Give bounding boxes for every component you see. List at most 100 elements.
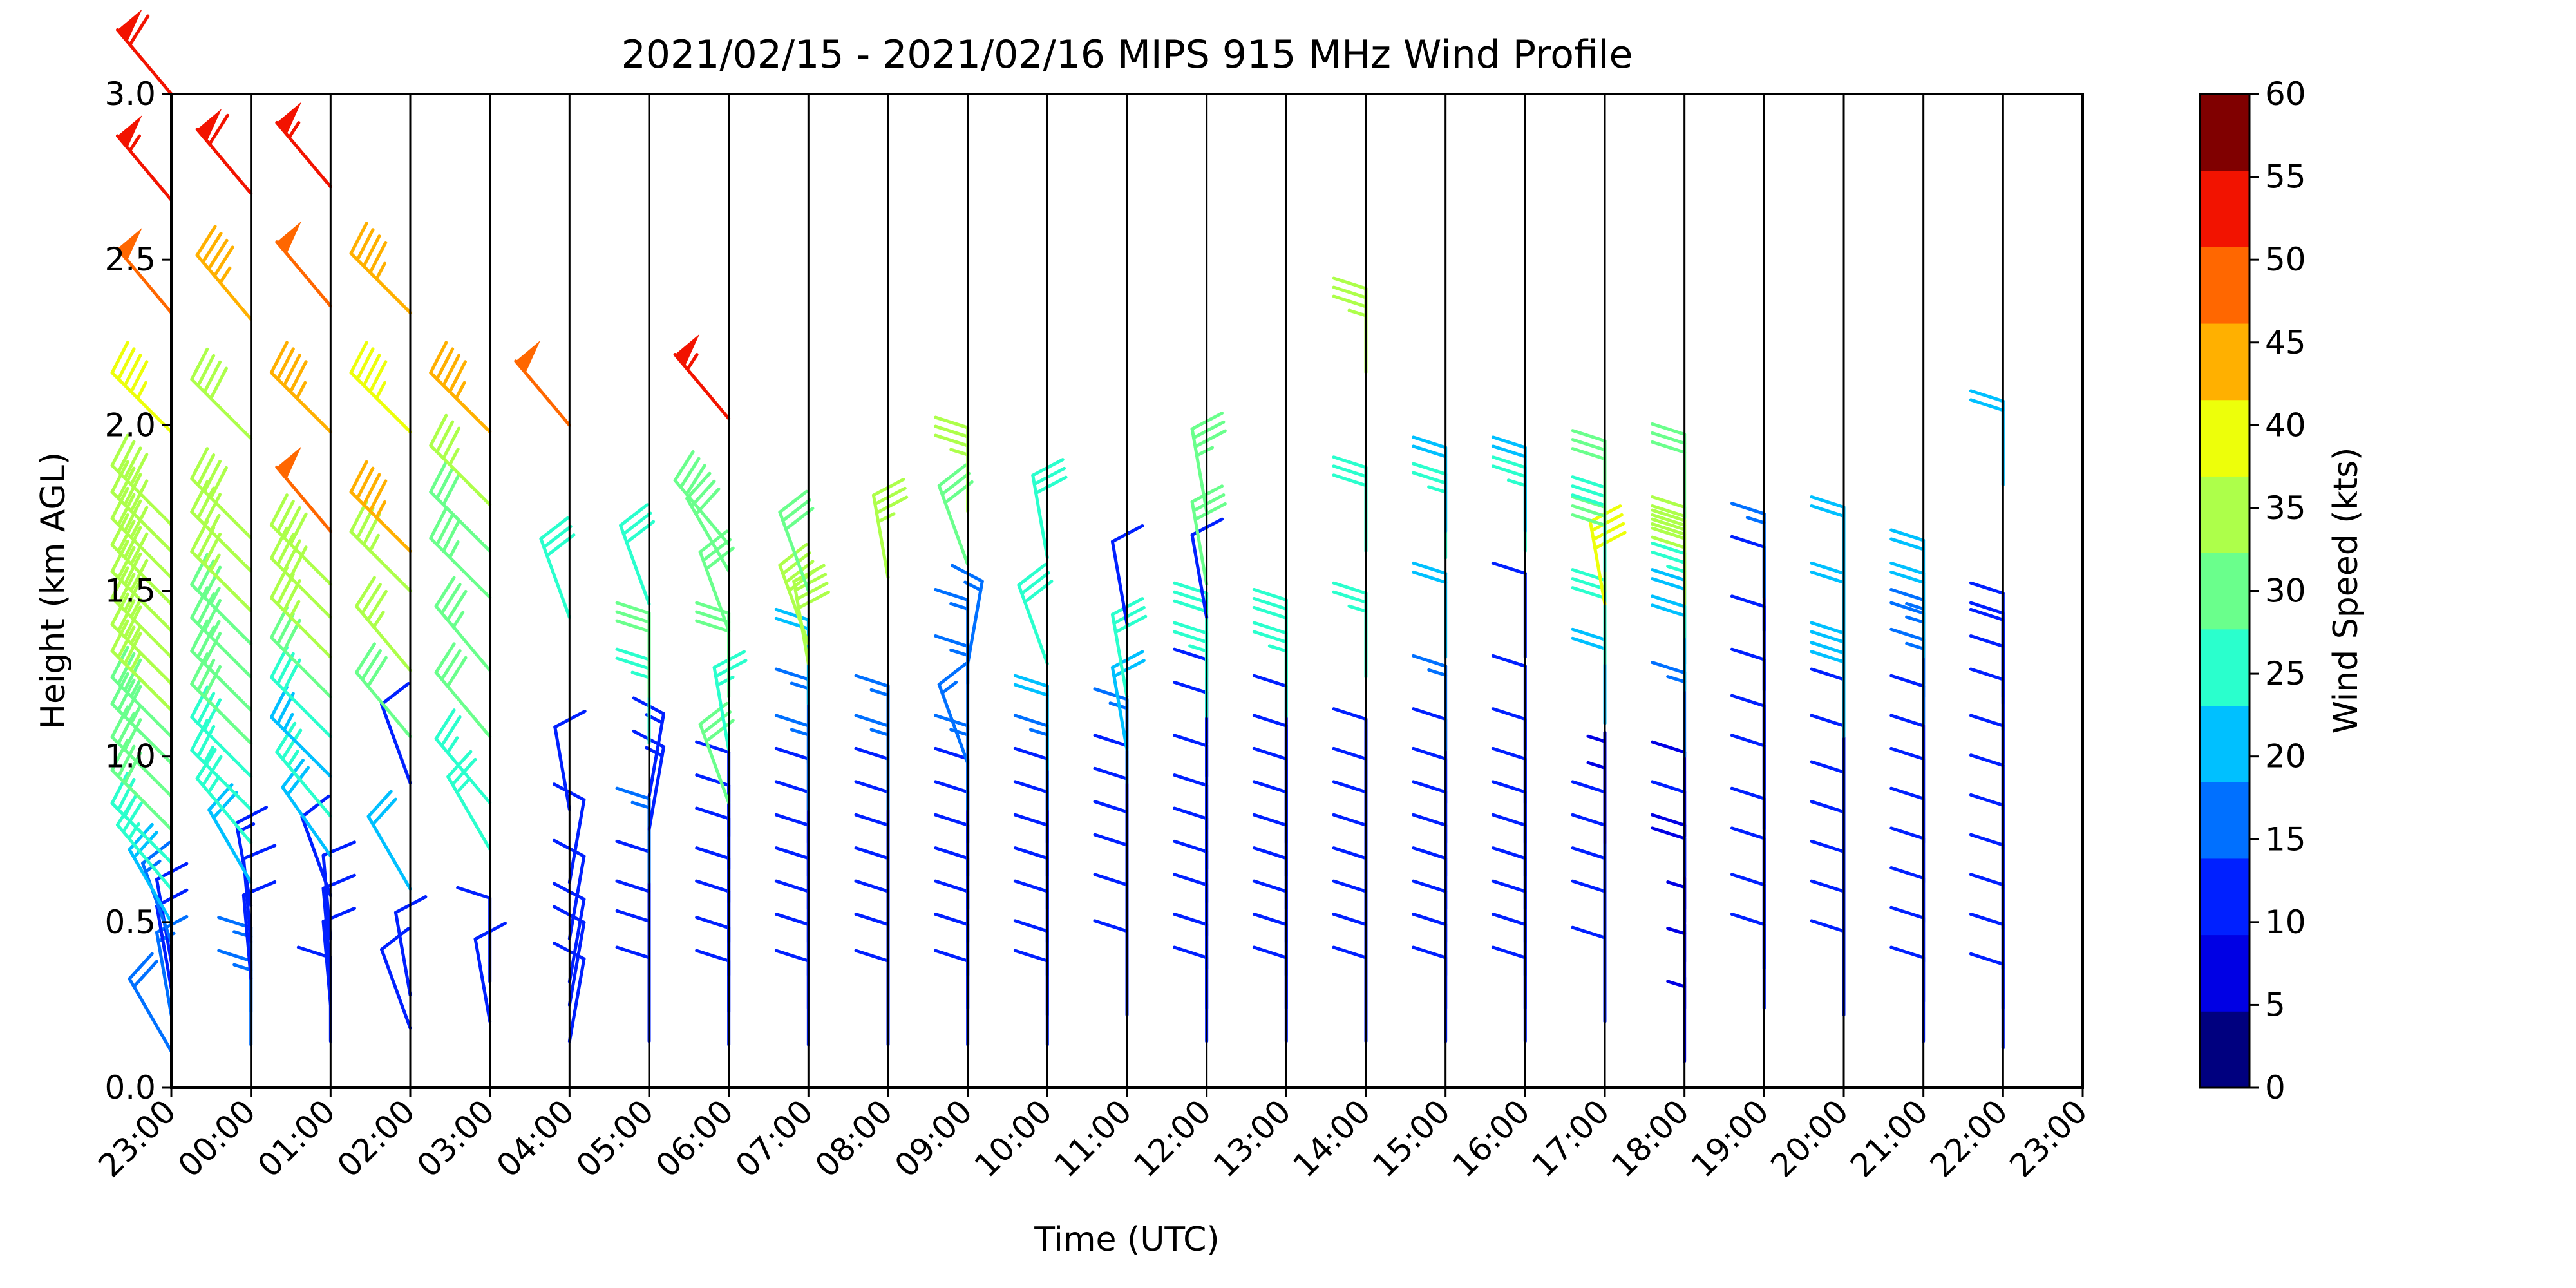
- wind-barb: [195, 225, 253, 321]
- wind-barb: [110, 486, 173, 580]
- colorbar-tick-label: 15: [2265, 820, 2306, 858]
- y-axis: 0.0 0.5 1.0 1.5 2.0 2.5 3.0: [104, 75, 171, 1106]
- wind-barb: [434, 708, 492, 805]
- wind-barb: [937, 662, 970, 765]
- wind-barb: [281, 759, 332, 858]
- colorbar-tick-label: 25: [2265, 655, 2306, 692]
- wind-barb: [349, 341, 412, 434]
- wind-barb: [190, 619, 253, 712]
- wind-barb: [349, 460, 412, 553]
- wind-barb: [110, 592, 173, 686]
- wind-barb: [1588, 504, 1627, 606]
- colorbar-bin: [2200, 1011, 2249, 1088]
- wind-barb: [110, 341, 173, 434]
- wind-barb: [115, 115, 173, 202]
- wind-barb: [110, 460, 173, 553]
- y-tick-label: 1.0: [104, 738, 156, 775]
- wind-barb: [190, 718, 253, 811]
- wind-barb: [190, 347, 253, 440]
- wind-barb: [195, 108, 253, 195]
- colorbar-tick-label: 20: [2265, 738, 2306, 775]
- colorbar-bin: [2200, 323, 2249, 401]
- chart-title: 2021/02/15 - 2021/02/16 MIPS 915 MHz Win…: [621, 32, 1633, 77]
- y-tick-label: 0.5: [104, 904, 156, 941]
- colorbar-bin: [2200, 476, 2249, 553]
- colorbar-bin: [2200, 247, 2249, 324]
- y-tick-label: 2.0: [104, 406, 156, 444]
- colorbar: 0 5 10 15 20 25 30 35 40 45 50 55 60 Wind Speed (kts…: [2199, 75, 2365, 1106]
- colorbar-bin: [2200, 629, 2249, 706]
- barb-column: [429, 341, 507, 1023]
- wind-barb: [673, 334, 731, 421]
- colorbar-tick-label: 50: [2265, 241, 2306, 278]
- wind-barb: [429, 341, 492, 434]
- wind-barb: [539, 516, 576, 620]
- wind-barb: [275, 721, 332, 818]
- wind-barb: [190, 652, 253, 745]
- wind-barb: [354, 642, 412, 739]
- wind-barb: [349, 222, 412, 314]
- colorbar-tick-label: 60: [2265, 75, 2306, 113]
- wind-barb: [190, 447, 253, 540]
- colorbar-bin: [2200, 858, 2249, 936]
- wind-barb: [1190, 484, 1227, 586]
- wind-barb: [514, 340, 571, 427]
- wind-barb: [190, 553, 253, 646]
- colorbar-tick-label: 45: [2265, 324, 2306, 361]
- colorbar-tick-label: 5: [2265, 986, 2286, 1023]
- colorbar-bin: [2200, 705, 2249, 782]
- colorbar-label: Wind Speed (kts): [2327, 448, 2365, 734]
- wind-barb: [275, 446, 332, 533]
- colorbar-tick-label: 40: [2265, 406, 2306, 444]
- wind-barb: [190, 586, 253, 679]
- wind-barb: [115, 227, 173, 314]
- wind-barb: [792, 564, 831, 666]
- y-tick-label: 2.5: [104, 241, 156, 278]
- wind-barb: [110, 566, 173, 659]
- wind-barb: [190, 480, 253, 573]
- y-tick-label: 3.0: [104, 75, 156, 113]
- wind-barb: [110, 433, 173, 527]
- wind-barb: [269, 493, 332, 586]
- wind-barb: [778, 489, 815, 592]
- wind-barb: [354, 576, 412, 672]
- y-tick-label: 1.5: [104, 573, 156, 610]
- colorbar-bin: [2200, 170, 2249, 247]
- wind-barb: [269, 341, 332, 434]
- colorbar-ticks: 0 5 10 15 20 25 30 35 40 45 50 55 60: [2249, 75, 2306, 1106]
- wind-barb: [275, 221, 332, 308]
- colorbar-tick-label: 55: [2265, 158, 2306, 196]
- wind-barb: [110, 738, 173, 831]
- wind-barb: [110, 672, 173, 765]
- colorbar-bins: [2200, 94, 2249, 1088]
- wind-barb: [429, 413, 492, 507]
- time-grid-lines: [250, 94, 2004, 1088]
- wind-barb: [300, 794, 332, 898]
- wind-barb: [434, 576, 492, 672]
- wind-barb: [673, 450, 731, 546]
- y-axis-label: Height (km AGL): [34, 452, 73, 729]
- x-axis-label: Time (UTC): [1034, 1220, 1219, 1259]
- plot-area: [110, 9, 2084, 1089]
- colorbar-bin: [2200, 553, 2249, 630]
- barb-column: [190, 108, 277, 1046]
- wind-barb: [434, 642, 492, 739]
- wind-barb: [110, 645, 173, 739]
- wind-barb: [1031, 458, 1068, 560]
- colorbar-bin: [2200, 94, 2249, 171]
- wind-barb: [110, 705, 173, 798]
- wind-barb: [380, 682, 412, 785]
- wind-barb: [366, 790, 412, 891]
- colorbar-tick-label: 30: [2265, 573, 2306, 610]
- colorbar-bin: [2200, 782, 2249, 859]
- y-tick-label: 0.0: [104, 1069, 156, 1106]
- barb-column: [269, 102, 356, 1043]
- wind-barb: [429, 460, 492, 553]
- colorbar-tick-label: 0: [2265, 1069, 2286, 1106]
- wind-barb: [115, 9, 173, 96]
- colorbar-tick-label: 10: [2265, 904, 2306, 941]
- wind-barb: [128, 952, 173, 1053]
- wind-barb: [110, 619, 173, 712]
